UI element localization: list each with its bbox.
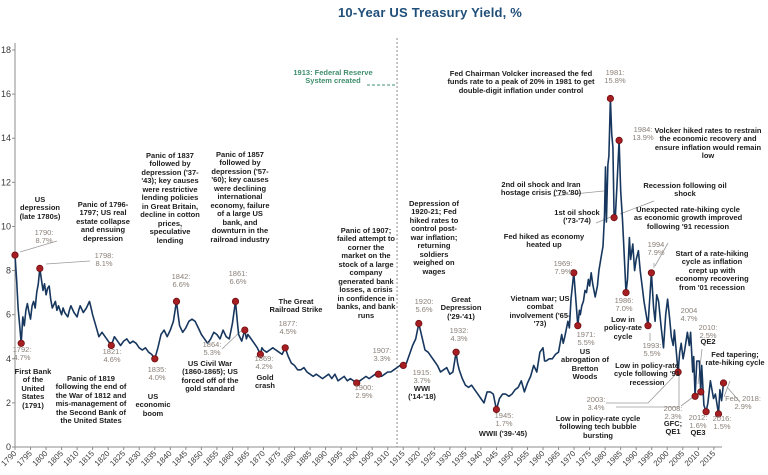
y-tick-label: 8 [6,266,11,276]
x-tick-label: 1815 [77,449,96,468]
event-marker-dot [241,326,249,334]
y-tick-label: 4 [6,354,11,364]
event-marker-dot [11,251,19,259]
event-marker-dot [36,264,44,272]
x-tick-label: 1965 [543,449,562,468]
x-tick-label: 1790 [0,449,19,468]
x-tick-label: 1805 [46,449,65,468]
leader-line [723,380,731,398]
event-marker-dot [570,269,578,277]
event-marker-dot [256,350,264,358]
y-tick-label: 10 [1,221,11,231]
leader-line [654,242,669,267]
y-tick-label: 18 [1,45,11,55]
x-tick-label: 1980 [590,449,609,468]
x-tick-label: 1865 [232,449,251,468]
yield-line [14,97,725,415]
x-tick-label: 1940 [465,449,484,468]
event-marker-dot [231,297,240,305]
x-tick-label: 2000 [652,449,671,468]
x-tick-label: 1895 [326,449,345,468]
x-tick-label: 1900 [341,449,360,468]
event-marker-dot [719,379,728,387]
x-tick-label: 1830 [124,449,143,468]
event-marker-dot [674,368,682,376]
event-marker-dot [151,355,159,363]
x-tick-label: 2015 [698,449,717,468]
x-tick-label: 1810 [62,449,81,468]
y-tick-label: 12 [1,177,11,187]
leader-line [619,200,655,215]
y-tick-label: 2 [6,398,11,408]
y-tick-label: 14 [1,133,11,143]
chart-title: 10-Year US Treasury Yield, % [337,5,523,20]
x-tick-label: 2010 [683,449,702,468]
x-tick-label: 1825 [108,449,127,468]
x-tick-label: 1925 [419,449,438,468]
event-marker-dot [714,410,723,418]
x-tick-label: 1920 [403,449,422,468]
x-tick-label: 1880 [279,449,298,468]
event-marker-dot [353,379,361,387]
x-tick-label: 1820 [93,449,112,468]
x-tick-label: 1930 [434,449,453,468]
event-marker-dot [644,322,652,330]
event-marker-dot [606,94,615,103]
x-tick-label: 1875 [263,449,282,468]
x-tick-label: 1855 [201,449,220,468]
event-marker-dot [107,341,115,350]
y-tick-label: 16 [1,89,11,99]
x-tick-label: 1800 [31,449,50,468]
event-marker-dot [415,319,423,328]
x-tick-label: 1995 [636,449,655,468]
x-tick-label: 1850 [186,449,205,468]
x-tick-label: 1840 [155,449,174,468]
leader-line [647,374,676,404]
x-tick-label: 1950 [496,449,515,468]
x-tick-label: 1960 [527,449,546,468]
event-marker-dot [691,392,699,400]
event-marker-dot [622,288,630,297]
event-marker-dot [647,269,656,277]
x-tick-label: 1915 [388,449,407,468]
leader-line [19,240,58,253]
x-tick-label: 1860 [217,449,236,468]
event-marker-dot [374,370,382,378]
event-marker-dot [615,136,623,144]
x-tick-label: 1870 [248,449,267,468]
x-tick-label: 1990 [621,449,640,468]
event-marker-dot [399,361,407,369]
leader-line [552,190,605,197]
x-tick-label: 1890 [310,449,329,468]
x-tick-label: 1795 [15,449,34,468]
x-tick-label: 1970 [559,449,578,468]
y-tick-label: 6 [6,310,11,320]
y-tick-label: 0 [6,442,11,452]
leader-line [680,396,694,407]
x-tick-label: 1975 [574,449,593,468]
event-marker-dot [452,348,460,356]
x-tick-label: 1885 [295,449,314,468]
x-tick-label: 1955 [512,449,531,468]
event-marker-dot [702,408,710,416]
x-tick-label: 1985 [605,449,624,468]
event-marker-dot [492,405,500,414]
x-tick-label: 1905 [357,449,376,468]
x-tick-label: 1945 [481,449,500,468]
event-marker-dot [610,214,618,222]
x-tick-label: 1935 [450,449,469,468]
event-marker-dot [172,297,181,305]
x-tick-label: 1910 [372,449,391,468]
leader-line [45,260,91,265]
x-tick-label: 1835 [139,449,158,468]
event-marker-dot [281,344,289,352]
event-marker-dot [17,339,25,347]
leader-line [726,386,741,403]
event-marker-dot [697,388,705,396]
event-marker-dot [574,322,582,330]
x-tick-label: 2005 [667,449,686,468]
x-tick-label: 1845 [170,449,189,468]
